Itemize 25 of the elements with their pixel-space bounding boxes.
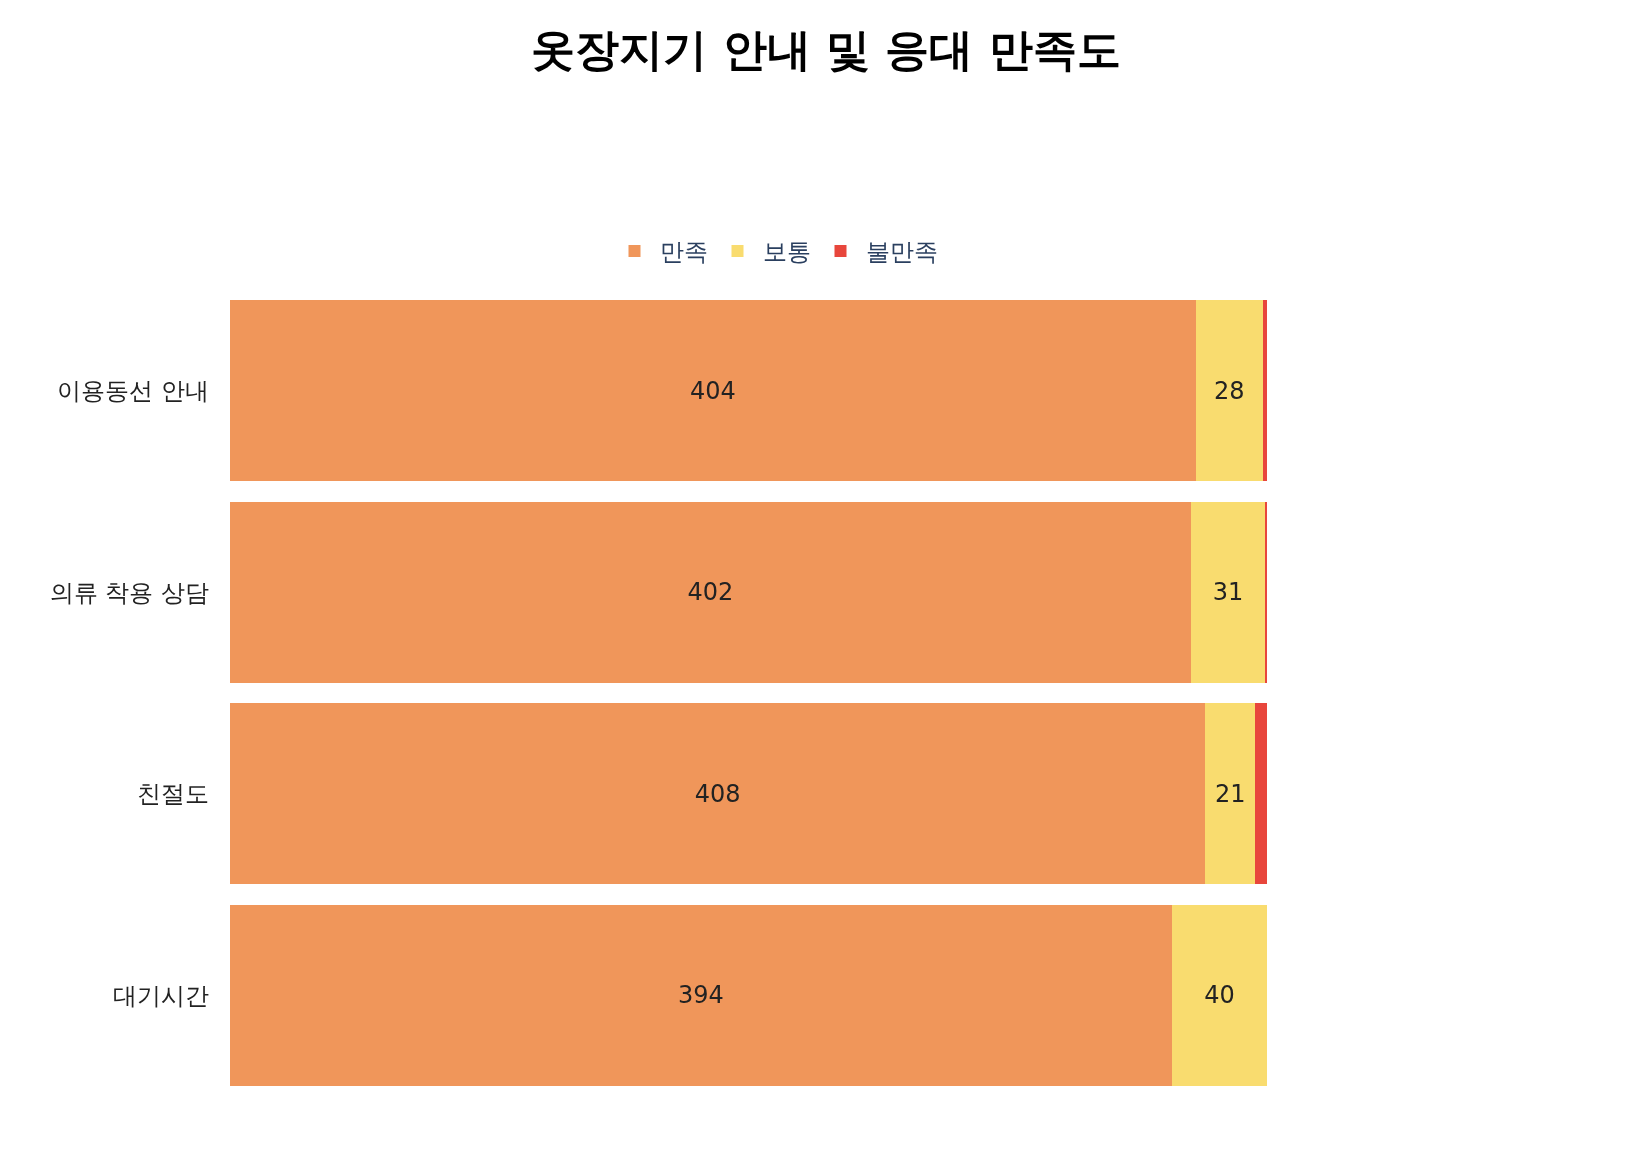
chart-title: 옷장지기 안내 및 응대 만족도 bbox=[531, 24, 1121, 76]
bar bbox=[1190, 501, 1266, 683]
data-label: 394 bbox=[677, 981, 724, 1010]
bar bbox=[1255, 703, 1268, 885]
data-label: 404 bbox=[689, 376, 736, 405]
data-label: 40 bbox=[1204, 981, 1235, 1010]
legend-label: 불만족 bbox=[865, 238, 938, 267]
data-label: 31 bbox=[1212, 578, 1244, 607]
bar bbox=[1195, 300, 1263, 482]
bar bbox=[230, 501, 1191, 683]
bar bbox=[230, 300, 1196, 482]
bar bbox=[230, 904, 1172, 1086]
data-label: 28 bbox=[1213, 376, 1245, 405]
legend-label: 만족 bbox=[659, 238, 708, 267]
data-label: 408 bbox=[694, 779, 741, 808]
y-tick-label: 대기시간 bbox=[113, 981, 209, 1010]
bar bbox=[1171, 904, 1268, 1086]
y-tick-label: 이용동선 안내 bbox=[57, 377, 209, 406]
legend-label: 보통 bbox=[762, 238, 811, 267]
y-tick-label: 친절도 bbox=[137, 780, 209, 809]
data-label: 402 bbox=[687, 578, 734, 607]
y-tick-label: 의류 착용 상담 bbox=[49, 578, 209, 607]
bar bbox=[1205, 703, 1256, 885]
data-label: 21 bbox=[1215, 779, 1246, 808]
bar bbox=[230, 703, 1206, 885]
